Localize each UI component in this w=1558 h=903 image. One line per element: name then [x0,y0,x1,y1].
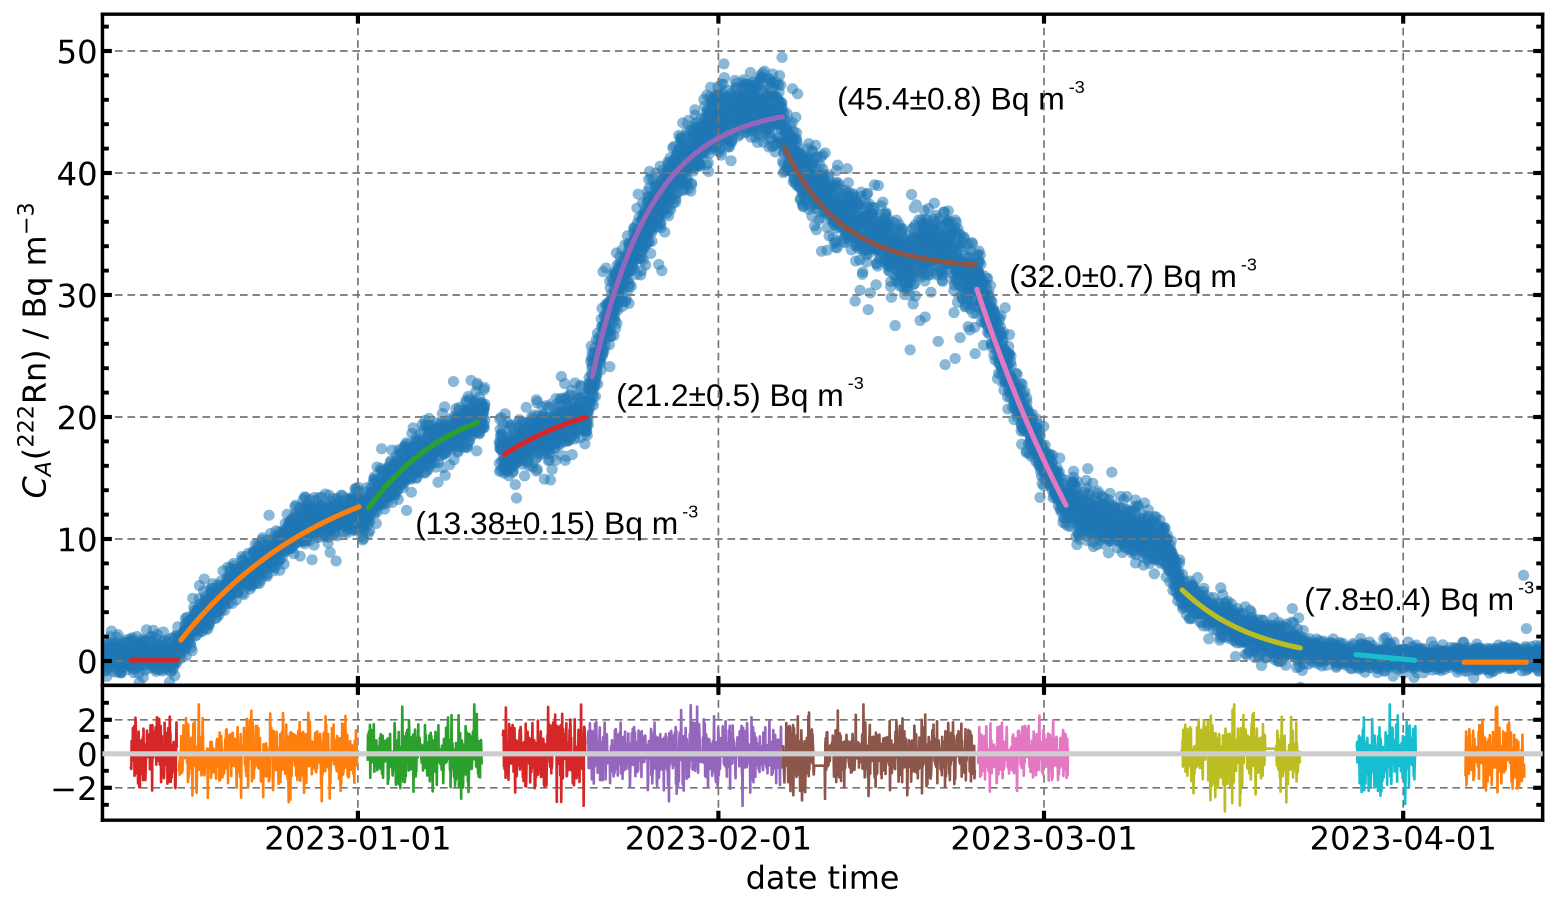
svg-text:(32.0±0.7) Bq m-3: (32.0±0.7) Bq m -3 [1009,254,1257,294]
svg-text:(13.38±0.15) Bq m-3: (13.38±0.15) Bq m -3 [415,501,698,541]
svg-text:(45.4±0.8) Bq m-3: (45.4±0.8) Bq m -3 [837,77,1085,117]
svg-text:(21.2±0.5) Bq m-3: (21.2±0.5) Bq m -3 [616,373,864,413]
svg-text:(7.8±0.4) Bq m-3: (7.8±0.4) Bq m -3 [1304,577,1534,617]
